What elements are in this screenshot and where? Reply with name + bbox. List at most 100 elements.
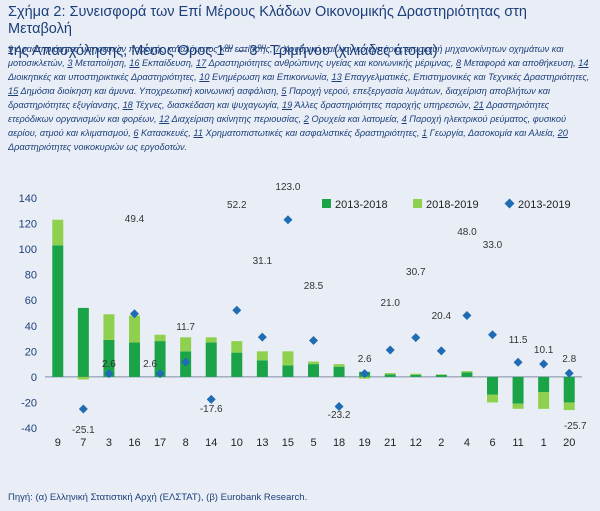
sector-name: Διαχείριση ακίνητης περιουσίας,	[169, 114, 304, 124]
marker-2013-2019	[334, 402, 344, 412]
bar-2018-2019	[256, 351, 268, 361]
bar-2013-2018	[205, 342, 217, 377]
sector-legend-item: 1 Γεωργία, Δασοκομία και Αλιεία,	[422, 128, 558, 138]
sector-name: Δραστηριότητες ανθρώπινης υγείας και κοι…	[206, 58, 457, 68]
bar-2013-2018	[461, 372, 473, 377]
sector-legend-item: 17 Δραστηριότητες ανθρώπινης υγείας και …	[196, 58, 456, 68]
bar-2018-2019	[538, 392, 550, 409]
data-label: -25.7	[564, 421, 587, 432]
y-tick-label: 40	[25, 321, 37, 333]
x-tick-label: 10	[231, 437, 243, 449]
marker-2013-2019	[513, 357, 523, 367]
x-tick-label: 6	[489, 437, 495, 449]
sector-name: Χονδρικό και λιανικό εμπόριο, επισκευή μ…	[8, 44, 564, 68]
sector-name: Ενημέρωση και Επικοινωνία,	[209, 72, 332, 82]
sector-legend-item: 11 Χρηματοπιστωτικές και ασφαλιστικές δρ…	[193, 128, 422, 138]
title-line2-pre: της Απασχόλησης, Μέσος Όρος 1	[8, 42, 225, 59]
bar-2018-2019	[77, 376, 89, 380]
bar-2018-2019	[410, 373, 422, 375]
sector-name: Δημόσια διοίκηση και άμυνα. Υποχρεωτική …	[18, 86, 282, 96]
data-label: 52.2	[227, 200, 247, 211]
sector-legend-item: 7 Χονδρικό και λιανικό εμπόριο, επισκευή…	[8, 44, 564, 68]
x-tick-label: 2	[438, 437, 444, 449]
data-label: 28.5	[304, 281, 324, 292]
marker-2013-2019	[462, 311, 472, 321]
x-tick-label: 15	[282, 437, 294, 449]
bar-2018-2019	[384, 373, 396, 375]
bar-2018-2019	[512, 403, 524, 409]
bar-2013-2018	[256, 360, 268, 377]
y-tick-label: -40	[21, 423, 37, 435]
marker-2013-2019	[283, 215, 293, 225]
sector-number: 8	[456, 58, 462, 68]
data-label: 10.1	[534, 345, 554, 356]
x-tick-label: 5	[310, 437, 316, 449]
title-mid: – 3	[233, 42, 258, 59]
bar-2018-2019	[563, 402, 575, 411]
sector-name: Παροχή ηλεκτρικού ρεύματος, φυσικού αερί…	[8, 114, 567, 138]
data-label: -25.1	[72, 425, 95, 436]
sector-number: 15	[8, 86, 19, 96]
marker-2013-2019	[257, 332, 267, 342]
x-tick-label: 18	[333, 437, 345, 449]
legend-swatch	[413, 199, 422, 208]
title-sup1: ου	[224, 42, 234, 51]
sector-legend: 9 Δραστηριότητες υπηρεσιών παροχής καταλ…	[8, 42, 592, 154]
sector-name: Ορυχεία και λατομεία,	[308, 114, 402, 124]
x-tick-label: 4	[464, 437, 470, 449]
bar-2013-2018	[563, 376, 575, 403]
bar-2018-2019	[154, 334, 166, 342]
x-tick-label: 7	[80, 437, 86, 449]
sector-name: Κατασκευές,	[138, 128, 194, 138]
bar-2013-2018	[154, 341, 166, 377]
sector-legend-item: 2 Ορυχεία και λατομεία,	[304, 114, 402, 124]
marker-2013-2019	[181, 357, 191, 367]
data-label: 2.6	[143, 359, 157, 370]
data-label: 2.6	[102, 359, 116, 370]
sector-name: Μεταποίηση,	[72, 58, 130, 68]
bar-2018-2019	[205, 337, 217, 343]
x-tick-label: 14	[205, 437, 217, 449]
bar-2013-2018	[52, 245, 64, 377]
sector-name: Επαγγελματικές, Επιστημονικές και Τεχνικ…	[341, 72, 590, 82]
sector-number: 5	[281, 86, 287, 96]
bar-2013-2018	[384, 374, 396, 377]
bar-2013-2018	[103, 339, 115, 377]
sector-legend-item: 19 Άλλες δραστηριότητες παροχής υπηρεσιώ…	[282, 100, 474, 110]
data-label: 2.6	[358, 354, 372, 365]
sector-legend-item: 14 Διοικητικές και υποστηρικτικές Δραστη…	[8, 58, 589, 82]
data-label: 21.0	[380, 298, 400, 309]
sector-name: Χρηματοπιστωτικές και ασφαλιστικές δραστ…	[202, 128, 422, 138]
sector-number: 14	[578, 58, 589, 68]
marker-2013-2019	[155, 369, 165, 379]
x-tick-label: 19	[359, 437, 371, 449]
data-label: 2.8	[562, 354, 576, 365]
sector-number: 3	[67, 58, 73, 68]
bar-2018-2019	[129, 315, 140, 343]
title-line2-post: Τριμήνου (χιλιάδες άτομα)	[266, 42, 438, 59]
bar-2018-2019	[103, 314, 115, 340]
marker-2013-2019	[130, 309, 139, 319]
data-label: -17.6	[200, 404, 223, 415]
bar-2013-2018	[231, 352, 243, 377]
y-tick-label: 100	[19, 244, 37, 256]
sector-number: 11	[193, 128, 203, 138]
bar-2018-2019	[435, 374, 447, 375]
sector-name: Εκπαίδευση,	[139, 58, 197, 68]
sector-name: Δραστηριότητες νοικοκυριών ως εργοδοτών.	[8, 142, 188, 152]
sector-name: Άλλες δραστηριότητες παροχής υπηρεσιών,	[292, 100, 474, 110]
sector-number: 12	[159, 114, 170, 124]
bar-2013-2018	[487, 376, 498, 395]
sector-legend-item: 5 Παροχή νερού, επεξεργασία λυμάτων, δια…	[8, 86, 550, 110]
sector-number: 21	[473, 100, 484, 110]
bar-2013-2018	[77, 307, 89, 377]
sector-legend-item: 15 Δημόσια διοίκηση και άμυνα. Υποχρεωτι…	[8, 86, 281, 96]
marker-2013-2019	[232, 305, 242, 315]
data-label: 33.0	[483, 240, 503, 251]
x-tick-label: 1	[541, 437, 547, 449]
chart-title: Σχήμα 2: Συνεισφορά των Επί Μέρους Κλάδω…	[8, 4, 594, 60]
sector-name: Τέχνες, διασκέδαση και ψυχαγωγία,	[132, 100, 282, 110]
marker-2013-2019	[488, 330, 497, 340]
bar-2018-2019	[231, 341, 243, 353]
